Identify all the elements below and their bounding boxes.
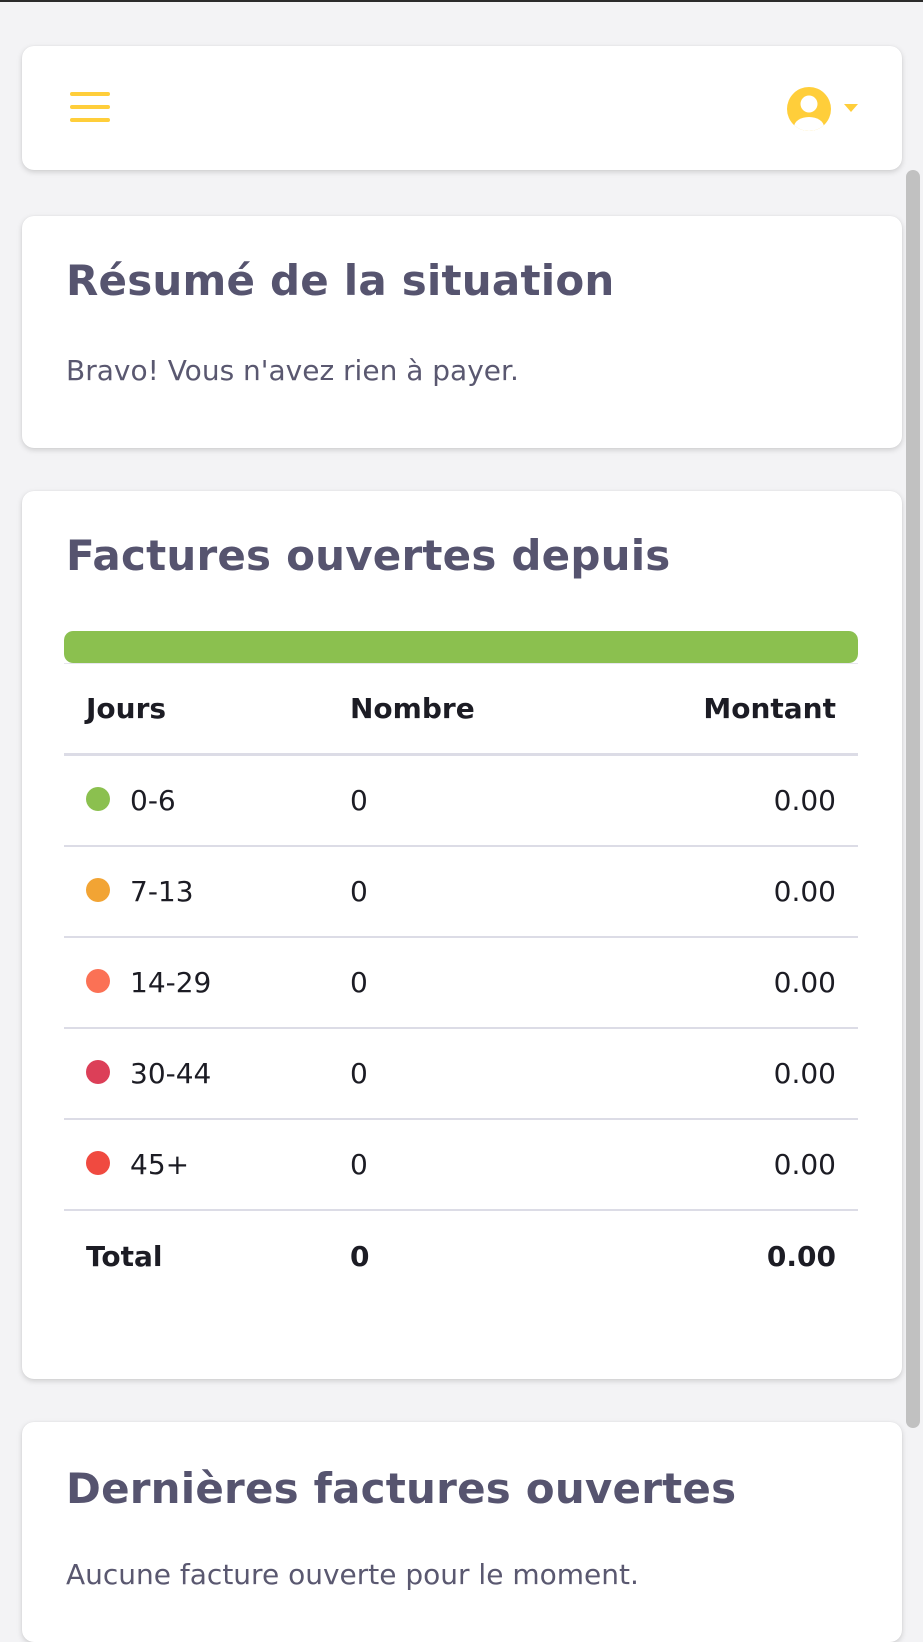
invoice-amount: 0.00 [773,966,836,999]
aging-table: Jours Nombre Montant 0-6 0 0.00 7-13 0 0… [64,663,858,1302]
column-header-montant: Montant [703,692,836,725]
total-count: 0 [350,1240,370,1273]
table-row: 30-44 0 0.00 [64,1029,858,1120]
summary-title: Résumé de la situation [66,256,615,305]
invoice-amount: 0.00 [773,875,836,908]
days-range: 45+ [130,1148,190,1181]
status-dot-icon [86,877,110,902]
open-invoices-title: Factures ouvertes depuis [66,531,671,580]
status-dot-icon [86,786,110,811]
last-invoices-title: Dernières factures ouvertes [66,1464,737,1513]
table-row: 0-6 0 0.00 [64,756,858,847]
summary-card: Résumé de la situation Bravo! Vous n'ave… [22,216,902,448]
hamburger-menu-icon[interactable] [70,92,110,124]
days-range: 30-44 [130,1057,212,1090]
caret-down-icon [844,104,858,112]
invoice-count: 0 [350,1057,368,1090]
invoice-count: 0 [350,875,368,908]
top-navbar [22,46,902,170]
invoice-count: 0 [350,1148,368,1181]
window-top-edge [0,0,923,2]
column-header-nombre: Nombre [350,692,475,725]
days-range: 7-13 [130,875,194,908]
invoice-amount: 0.00 [773,1148,836,1181]
invoice-amount: 0.00 [773,1057,836,1090]
open-invoices-card: Factures ouvertes depuis Jours Nombre Mo… [22,491,902,1379]
table-row: 7-13 0 0.00 [64,847,858,938]
table-header-row: Jours Nombre Montant [64,663,858,756]
last-invoices-message: Aucune facture ouverte pour le moment. [66,1558,639,1591]
table-total-row: Total 0 0.00 [64,1211,858,1302]
last-invoices-card: Dernières factures ouvertes Aucune factu… [22,1422,902,1642]
days-range: 14-29 [130,966,212,999]
status-dot-icon [86,1150,110,1175]
user-menu-button[interactable] [786,86,858,132]
aging-progress-bar [64,631,858,663]
summary-message: Bravo! Vous n'avez rien à payer. [66,354,519,387]
status-dot-icon [86,968,110,993]
column-header-jours: Jours [86,692,167,725]
status-dot-icon [86,1059,110,1084]
progress-fill-green [64,631,858,663]
days-range: 0-6 [130,784,176,817]
invoice-count: 0 [350,784,368,817]
total-label: Total [86,1240,163,1273]
invoice-amount: 0.00 [773,784,836,817]
table-row: 45+ 0 0.00 [64,1120,858,1211]
user-circle-icon [787,87,831,131]
table-row: 14-29 0 0.00 [64,938,858,1029]
total-amount: 0.00 [766,1240,836,1273]
invoice-count: 0 [350,966,368,999]
scrollbar[interactable] [906,170,920,1428]
